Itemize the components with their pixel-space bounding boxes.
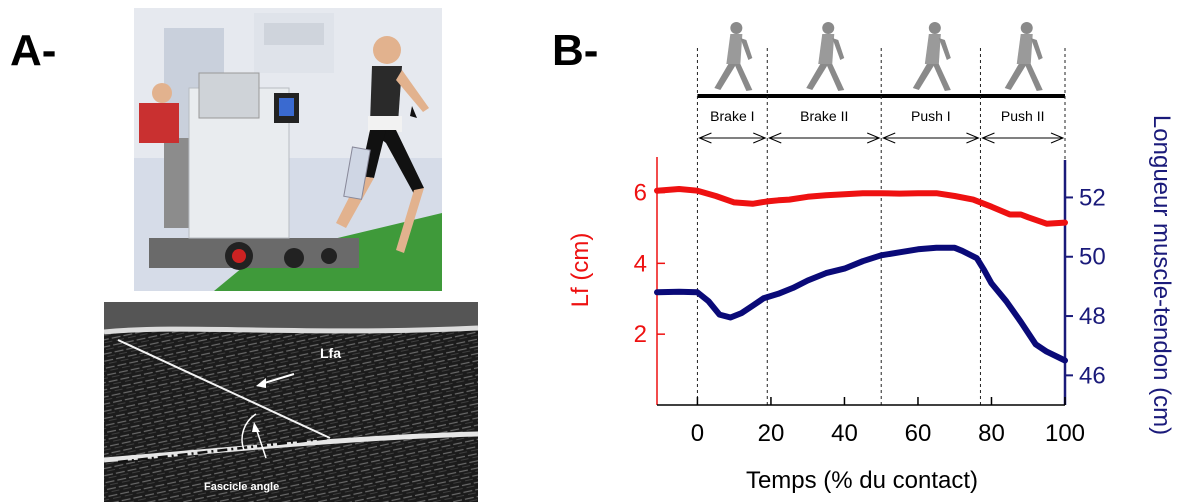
phase-label: Brake II <box>800 108 848 124</box>
fascicle-angle-label: Fascicle angle <box>204 481 279 493</box>
x-tick-label: 100 <box>1045 420 1085 447</box>
ultrasound-image: Lfa Fascicle angle <box>104 302 478 502</box>
y-tick-label: 4 <box>634 250 647 277</box>
y2-axis-label: Longueur muscle-tendon (cm) <box>1148 115 1175 435</box>
series-line-lf <box>654 186 1068 227</box>
y2-tick-label: 46 <box>1079 362 1106 389</box>
walking-figure-icon <box>806 22 845 91</box>
phase-arrow-head-right <box>966 132 980 144</box>
phase-label: Push I <box>911 108 951 124</box>
y-tick-label: 2 <box>634 321 647 348</box>
treadmill-photo <box>134 8 442 291</box>
phase-arrow-head-left <box>698 132 712 144</box>
phase-arrow-head-left <box>767 132 782 144</box>
phase-label: Brake I <box>710 108 754 124</box>
x-tick-label: 40 <box>831 420 858 447</box>
x-axis-label: Temps (% du contact) <box>746 467 978 494</box>
x-tick-label: 20 <box>758 420 785 447</box>
walking-figure-icon <box>912 22 951 91</box>
walking-figure-icon <box>1004 22 1043 91</box>
y2-tick-label: 50 <box>1079 244 1106 271</box>
panel-label-b: B- <box>552 26 599 75</box>
panel-label-a: A- <box>10 26 57 75</box>
x-tick-label: 80 <box>978 420 1005 447</box>
y2-tick-label: 48 <box>1079 303 1106 330</box>
phase-arrow-head-right <box>867 132 881 144</box>
lfa-label: Lfa <box>320 345 341 361</box>
x-tick-label: 0 <box>691 420 704 447</box>
phase-arrow-head-left <box>981 132 995 144</box>
phase-label: Push II <box>1001 108 1045 124</box>
walking-figure-icon <box>714 22 753 91</box>
series-line-muscle-tendon <box>654 244 1068 364</box>
y2-tick-label: 52 <box>1079 184 1106 211</box>
phase-arrow-head-right <box>1050 132 1065 144</box>
y-axis-label: Lf (cm) <box>567 233 594 308</box>
phase-arrow-head-right <box>753 132 767 144</box>
x-tick-label: 60 <box>905 420 932 447</box>
y-tick-label: 6 <box>634 180 647 207</box>
phase-arrow-head-left <box>881 132 896 144</box>
